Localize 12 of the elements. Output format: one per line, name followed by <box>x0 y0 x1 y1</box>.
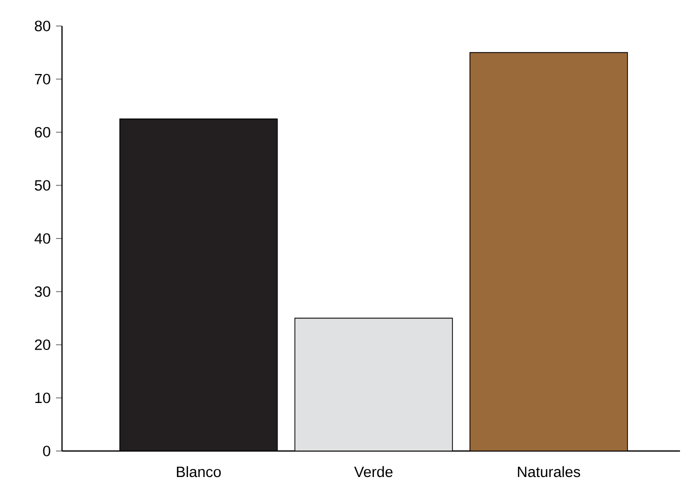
y-tick-label: 70 <box>34 74 50 84</box>
y-tick-label: 80 <box>34 20 50 32</box>
x-tick-label: Blanco <box>176 466 221 478</box>
x-tick-label: Verde <box>354 466 392 478</box>
y-tick-label: 10 <box>35 392 50 404</box>
x-tick-label: Naturales <box>518 466 580 478</box>
y-tick-label: 30 <box>34 286 50 297</box>
y-tick-label: 50 <box>34 180 50 191</box>
y-tick-label: 60 <box>34 126 50 138</box>
y-tick-label: 20 <box>34 339 50 350</box>
y-tick-label: 40 <box>34 233 50 244</box>
y-tick-label: 0 <box>43 446 50 456</box>
